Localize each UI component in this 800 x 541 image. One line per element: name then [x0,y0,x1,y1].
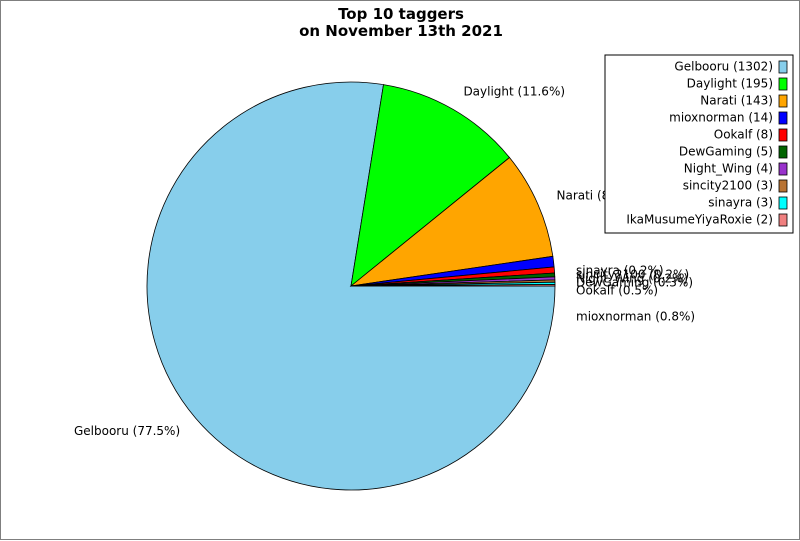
legend-swatch-dewgaming [778,145,788,159]
legend-swatch-daylight [778,77,788,91]
legend-label-mioxnorman: mioxnorman (14) [669,111,773,125]
legend-swatch-sinayra [778,196,788,210]
legend-swatch-ookalf [778,128,788,142]
legend: Gelbooru (1302) Daylight (195) Narati (143… [604,54,794,234]
chart-title: Top 10 taggers [338,5,464,23]
slice-label-night_wing: Night_Wing (0.2%) [576,272,688,286]
pie-slice-daylight [350,84,511,287]
legend-label-ookalf: Ookalf (8) [714,128,773,142]
slice-label-sinayra: sinayra (0.2%) [576,264,664,278]
slice-label-ookalf: Ookalf (0.5%) [576,284,658,298]
legend-swatch-sincity2100 [778,179,788,193]
legend-label-daylight: Daylight (195) [687,77,773,91]
slice-label-daylight: Daylight (11.6%) [463,84,565,98]
pie-slices [146,81,556,491]
legend-label-gelbooru: Gelbooru (1302) [674,60,773,74]
legend-label-narati: Narati (143) [700,94,773,108]
legend-box [604,54,794,234]
chart-subtitle: on November 13th 2021 [299,22,503,40]
legend-label-sincity2100: sincity2100 (3) [683,179,773,193]
legend-swatch-ikamusumeyiyaroxie [778,213,788,227]
legend-swatch-narati [778,94,788,108]
slice-label-sincity2100: sincity2100 (0.2%) [576,268,689,282]
slice-label-gelbooru: Gelbooru (77.5%) [74,424,180,438]
legend-swatch-mioxnorman [778,111,788,125]
legend-swatch-gelbooru [778,60,788,74]
slice-label-mioxnorman: mioxnorman (0.8%) [576,310,695,324]
pie-slice-ikamusumeyiyaroxie [350,284,556,287]
legend-swatch-night_wing [778,162,788,176]
legend-label-sinayra: sinayra (3) [708,196,773,210]
pie-slice-narati [349,156,554,287]
legend-label-dewgaming: DewGaming (5) [679,145,773,159]
slice-label-dewgaming: DewGaming (0.3%) [576,276,693,290]
legend-label-ikamusumeyiyaroxie: IkaMusumeYiyaRoxie (2) [626,213,773,227]
legend-label-night_wing: Night_Wing (4) [684,162,773,176]
